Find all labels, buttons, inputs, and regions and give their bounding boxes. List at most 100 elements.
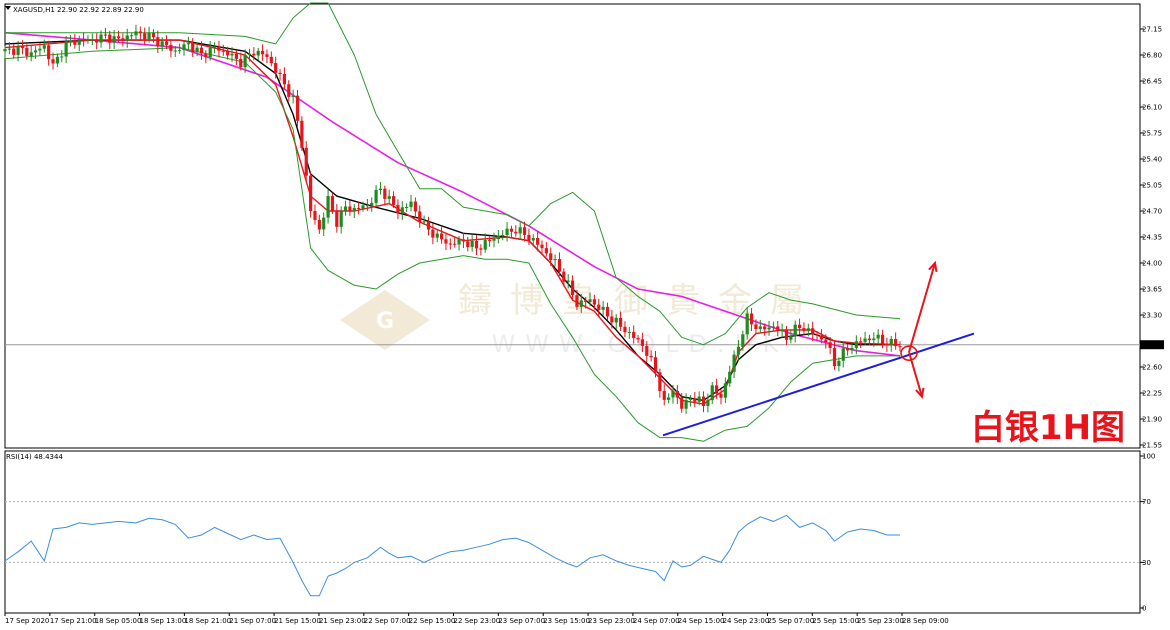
x-tick-label: 22 Sep 07:00 (364, 617, 411, 625)
candle-body (776, 326, 780, 332)
candle-body (99, 34, 103, 43)
y-tick-label: 24.70 (1142, 208, 1162, 216)
candle-body (540, 244, 544, 249)
candle-body (784, 329, 789, 340)
candle-body (662, 390, 666, 400)
y-tick-label: 21.90 (1142, 416, 1162, 424)
candle-body (378, 188, 383, 190)
candle-body (204, 53, 208, 58)
candle-body (754, 324, 758, 330)
candle-body (86, 39, 90, 41)
x-tick-label: 23 Sep 15:00 (543, 617, 590, 625)
rsi-panel-frame (4, 450, 1141, 614)
candle-body (885, 344, 889, 346)
candle-body (859, 341, 863, 343)
candle-body (274, 63, 278, 73)
candle-body (815, 334, 819, 336)
y-tick-label: 26.80 (1142, 52, 1162, 60)
candle-body (767, 327, 771, 330)
y-tick-label: 23.65 (1142, 286, 1162, 294)
candle-body (793, 324, 797, 337)
candle-body (444, 239, 448, 244)
candle-body (701, 396, 706, 406)
symbol-header: XAGUSD,H1 (13, 6, 55, 14)
candle-body (771, 326, 775, 328)
candle-body (570, 280, 575, 296)
x-tick-label: 25 Sep 23:00 (857, 617, 904, 625)
candle-body (77, 39, 81, 45)
candle-body (173, 50, 177, 52)
x-tick-label: 21 Sep 07:00 (229, 617, 276, 625)
candle-body (640, 339, 645, 346)
x-tick-label: 17 Sep 21:00 (50, 617, 97, 625)
candle-body (247, 53, 252, 55)
y-tick-label: 27.15 (1142, 26, 1162, 34)
candle-body (418, 211, 422, 223)
candle-body (186, 43, 190, 45)
candle-body (636, 338, 640, 340)
candle-body (339, 210, 343, 227)
candle-body (287, 84, 291, 97)
candle-body (597, 304, 601, 310)
watermark-cn: 鑄博皇御貴金屬 (458, 281, 822, 321)
candle-body (169, 44, 173, 51)
candle-body (55, 56, 59, 64)
candle-body (841, 348, 845, 361)
candle-body (409, 201, 413, 207)
candle-body (872, 338, 876, 341)
candle-body (112, 36, 116, 43)
candle-body (518, 227, 522, 234)
candle-body (811, 328, 815, 335)
candle-body (361, 205, 365, 209)
y-tick-label: 25.40 (1142, 156, 1162, 164)
candle-body (649, 355, 653, 358)
bollinger-lower-line (4, 47, 900, 442)
x-tick-label: 23 Sep 23:00 (588, 617, 635, 625)
candle-body (160, 41, 164, 47)
candle-body (42, 45, 46, 49)
rsi-tick-label: 70 (1142, 498, 1151, 506)
candle-body (610, 316, 614, 323)
candle-body (832, 347, 837, 367)
candle-body (723, 383, 727, 398)
candle-body (806, 328, 810, 332)
candle-body (51, 59, 55, 64)
candle-body (326, 196, 330, 218)
candle-body (680, 397, 684, 409)
candle-body (108, 34, 112, 43)
candle-body (234, 53, 238, 59)
candle-body (667, 397, 671, 400)
candle-body (715, 385, 719, 394)
candle-body (68, 40, 73, 42)
arrow-up (908, 262, 936, 353)
candle-body (588, 299, 592, 302)
x-tick-label: 22 Sep 23:00 (454, 617, 501, 625)
chart-layers: 27.15 26.80 26.45 26.10 25.75 25.40 25.05 24.70… (3, 2, 1164, 625)
candle-body (819, 335, 824, 340)
x-tick-label: 24 Sep 15:00 (678, 617, 725, 625)
candle-body (431, 229, 435, 238)
candle-body (645, 345, 649, 356)
candle-body (579, 300, 583, 307)
candle-body (400, 207, 404, 214)
candle-body (867, 338, 872, 341)
chevron-down-icon[interactable] (5, 6, 11, 10)
candle-body (322, 217, 326, 230)
candle-body (557, 259, 562, 272)
candle-body (125, 35, 129, 42)
x-tick-label: 18 Sep 21:00 (184, 617, 231, 625)
candle-body (474, 240, 479, 249)
rsi-tick-label: 100 (1142, 453, 1155, 461)
candle-body (719, 393, 723, 398)
chart-annotation: 白银1H图 (971, 408, 1125, 448)
candle-body (95, 39, 99, 43)
arrow-down (908, 351, 923, 397)
candle-body (269, 56, 273, 64)
y-tick-label: 25.75 (1142, 130, 1162, 138)
candle-body (226, 50, 230, 56)
rsi-line (4, 514, 900, 597)
candle-body (370, 202, 374, 206)
candle-body (143, 33, 147, 40)
breakout-circle (900, 345, 918, 361)
candle-body (3, 49, 7, 52)
